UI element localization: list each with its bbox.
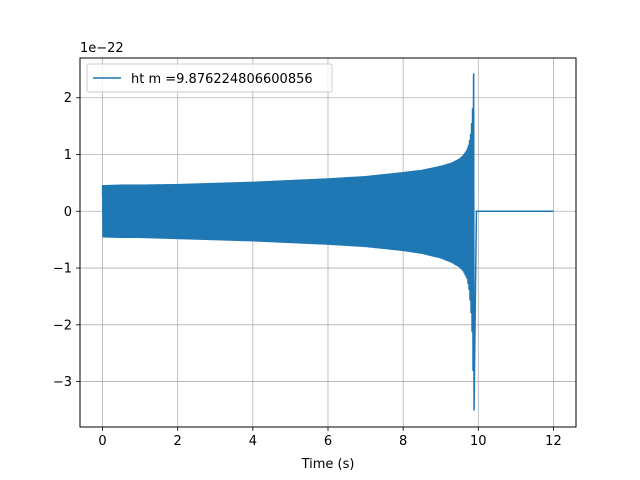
y-tick-label: 0 (64, 205, 72, 220)
strain-series-line (101, 73, 554, 411)
series-plot (101, 73, 554, 411)
legend-entry-label: ht m =9.876224806600856 (131, 72, 313, 87)
x-tick-label: 2 (174, 434, 182, 449)
x-tick-label: 10 (470, 434, 487, 449)
x-tick-label: 6 (324, 434, 332, 449)
y-tick-label: 1 (64, 148, 72, 163)
x-axis-label: Time (s) (301, 457, 355, 472)
legend: ht m =9.876224806600856 (86, 63, 333, 93)
y-offset-label: 1e−22 (80, 41, 124, 56)
x-tick-label: 8 (399, 434, 407, 449)
x-tick-label: 0 (98, 434, 106, 449)
y-tick-label: −2 (53, 318, 72, 333)
y-tick-label: −1 (53, 262, 72, 277)
legend-box (86, 63, 333, 93)
y-tick-label: 2 (64, 91, 72, 106)
x-tick-label: 4 (249, 434, 257, 449)
y-tick-label: −3 (53, 375, 72, 390)
x-tick-label: 12 (545, 434, 562, 449)
